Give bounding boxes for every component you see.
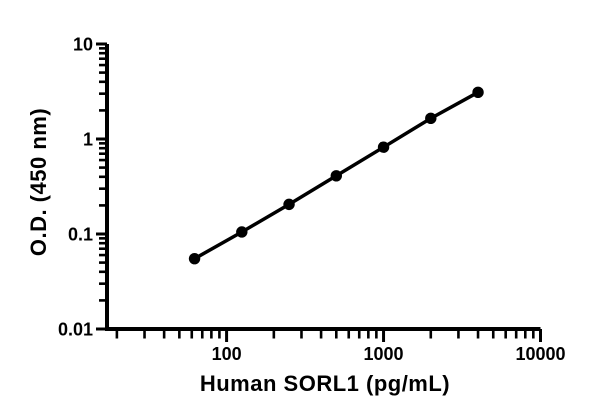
data-point-marker	[425, 112, 437, 125]
y-tick-label: 0.1	[68, 224, 93, 244]
data-point-marker	[188, 252, 201, 265]
data-point-marker	[472, 86, 484, 99]
data-point-marker	[283, 198, 295, 211]
y-tick-label: 1	[83, 129, 93, 149]
x-tick-label: 100	[212, 344, 242, 364]
y-tick-label: 10	[73, 34, 93, 54]
y-axis-title: O.D. (450 nm)	[26, 107, 51, 257]
x-tick-label: 1000	[364, 344, 404, 364]
data-point-marker	[330, 170, 342, 182]
x-axis-title: Human SORL1 (pg/mL)	[199, 371, 451, 396]
data-point-marker	[377, 141, 390, 153]
x-tick-label: 10000	[515, 344, 565, 364]
data-point-marker	[236, 226, 248, 238]
y-tick-label: 0.01	[58, 319, 93, 339]
